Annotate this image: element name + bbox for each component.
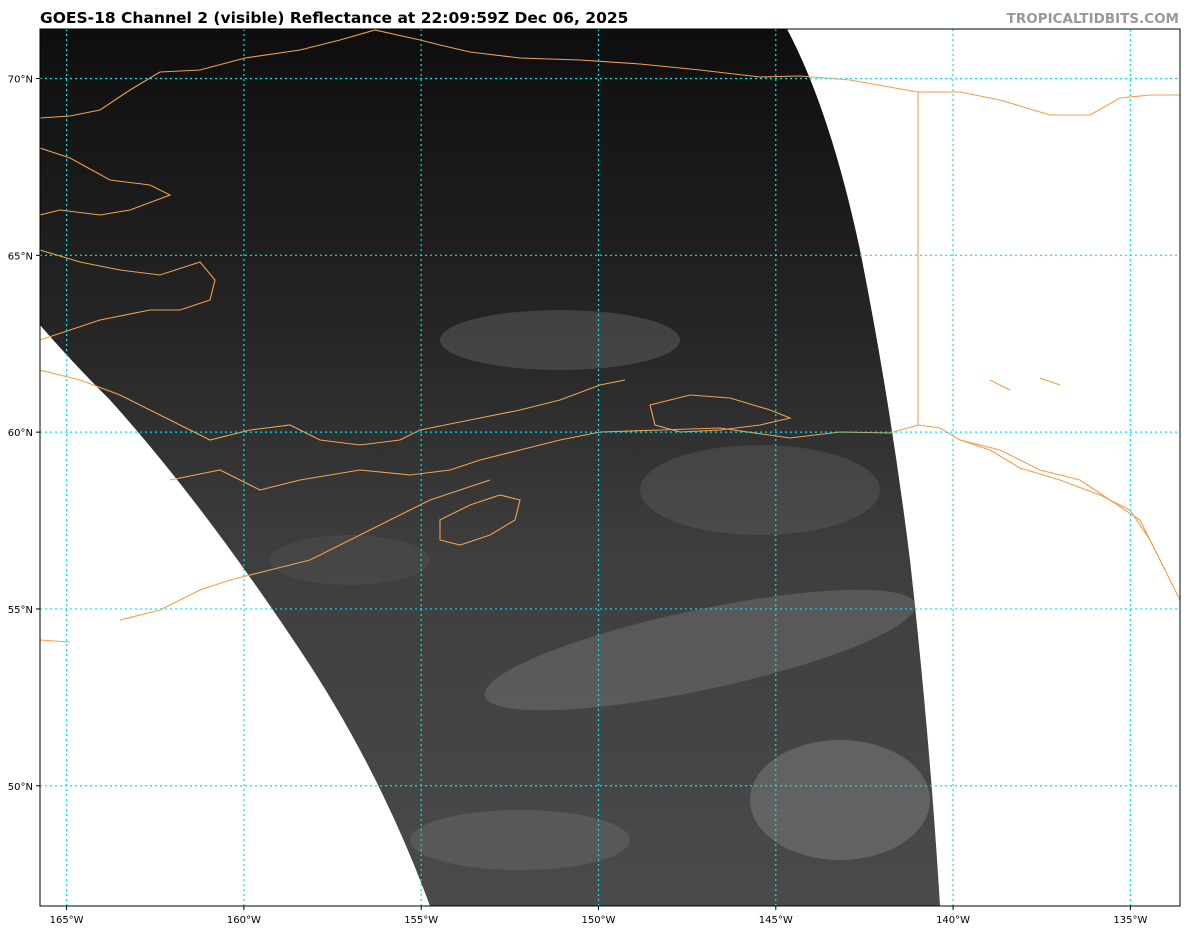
lon-tick-label: 150°W bbox=[581, 915, 615, 926]
lon-tick-label: 160°W bbox=[227, 915, 261, 926]
lat-tick-label: 70°N bbox=[8, 75, 33, 86]
lat-tick-label: 55°N bbox=[8, 605, 33, 616]
cloud-texture bbox=[270, 310, 930, 870]
coastlines bbox=[40, 29, 1180, 643]
lat-tick-label: 60°N bbox=[8, 428, 33, 439]
lon-tick-label: 145°W bbox=[759, 915, 793, 926]
satellite-swath bbox=[40, 29, 940, 906]
lon-tick-label: 140°W bbox=[936, 915, 970, 926]
lon-tick-label: 155°W bbox=[404, 915, 438, 926]
lon-tick-label: 165°W bbox=[50, 915, 84, 926]
site-credit: TROPICALTIDBITS.COM bbox=[1006, 11, 1179, 27]
map-title: GOES-18 Channel 2 (visible) Reflectance … bbox=[40, 9, 629, 27]
lat-tick-label: 50°N bbox=[8, 782, 33, 793]
axis-ticks: 165°W 160°W 155°W 150°W 145°W 140°W 135°W 70°N 6… bbox=[8, 75, 1148, 926]
lon-tick-label: 135°W bbox=[1113, 915, 1147, 926]
graticule bbox=[40, 29, 1180, 906]
lat-tick-label: 65°N bbox=[8, 251, 33, 262]
map-frame bbox=[39, 28, 1181, 907]
